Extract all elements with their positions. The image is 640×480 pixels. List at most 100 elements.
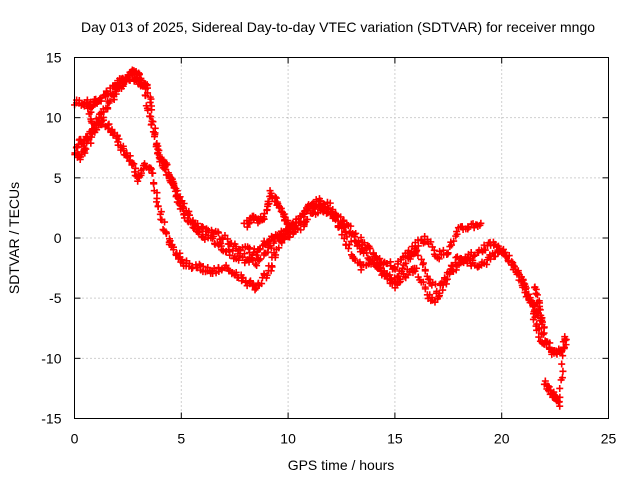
- data-point: [352, 229, 360, 237]
- data-point: [191, 222, 199, 230]
- data-point: [522, 284, 530, 292]
- data-point: [263, 271, 271, 279]
- data-point: [559, 352, 567, 360]
- data-point: [252, 251, 260, 259]
- data-point: [344, 244, 352, 252]
- data-point: [199, 223, 207, 231]
- data-point: [267, 244, 275, 252]
- data-point: [258, 280, 266, 288]
- data-point: [275, 244, 283, 252]
- data-point: [390, 264, 398, 272]
- data-point: [477, 219, 485, 227]
- data-point: [132, 164, 140, 172]
- data-point: [125, 75, 133, 83]
- data-point: [481, 246, 489, 254]
- data-point: [167, 174, 175, 182]
- data-point: [81, 144, 89, 152]
- data-point: [84, 104, 92, 112]
- data-point: [99, 116, 107, 124]
- data-point: [555, 398, 563, 406]
- data-point: [144, 89, 152, 97]
- data-point: [166, 237, 174, 245]
- data-point: [249, 256, 257, 264]
- data-point: [396, 277, 404, 285]
- data-point: [402, 259, 410, 267]
- data-point: [232, 243, 240, 251]
- data-point: [154, 142, 162, 150]
- points-layer: [71, 66, 570, 410]
- data-point: [221, 231, 229, 239]
- data-point: [150, 180, 158, 188]
- data-point: [186, 260, 194, 268]
- data-point: [449, 263, 457, 271]
- data-point: [272, 251, 280, 259]
- x-tick-label: 20: [494, 431, 510, 447]
- data-point: [317, 205, 325, 213]
- series-short-segments: [82, 99, 570, 410]
- data-point: [515, 271, 523, 279]
- data-point: [495, 244, 503, 252]
- data-point: [369, 249, 377, 257]
- data-point: [253, 262, 261, 270]
- data-point: [301, 210, 309, 218]
- data-point: [533, 291, 541, 299]
- data-point: [435, 255, 443, 263]
- data-point: [235, 256, 243, 264]
- data-point: [352, 238, 360, 246]
- data-point: [413, 264, 421, 272]
- y-tick-label: -15: [41, 411, 61, 427]
- data-point: [90, 120, 98, 128]
- x-tick-label: 0: [71, 431, 79, 447]
- y-ticks: 15 10 5 0 -5 -10 -15: [41, 50, 609, 427]
- data-point: [542, 339, 550, 347]
- data-point: [273, 198, 281, 206]
- data-point: [414, 242, 422, 250]
- data-point: [464, 254, 472, 262]
- data-point: [286, 233, 294, 241]
- data-point: [268, 262, 276, 270]
- data-point: [442, 276, 450, 284]
- data-point: [315, 198, 323, 206]
- data-point: [376, 255, 384, 263]
- x-axis-label: GPS time / hours: [288, 457, 395, 473]
- data-point: [559, 367, 567, 375]
- data-point: [467, 249, 475, 257]
- data-point: [326, 199, 334, 207]
- data-point: [345, 241, 353, 249]
- data-point: [419, 259, 427, 267]
- data-point: [558, 360, 566, 368]
- data-point: [283, 227, 291, 235]
- data-point: [556, 393, 564, 401]
- data-point: [531, 313, 539, 321]
- series-lower-track: [71, 114, 566, 358]
- data-point: [201, 235, 209, 243]
- data-point: [154, 202, 162, 210]
- data-point: [260, 213, 268, 221]
- data-point: [535, 333, 543, 341]
- data-point: [173, 187, 181, 195]
- data-point: [255, 246, 263, 254]
- data-point: [347, 222, 355, 230]
- y-tick-label: 10: [46, 110, 62, 126]
- data-point: [266, 187, 274, 195]
- data-point: [161, 218, 169, 226]
- data-point: [447, 241, 455, 249]
- data-point: [177, 198, 185, 206]
- data-point: [82, 145, 90, 153]
- data-point: [119, 145, 127, 153]
- data-point: [278, 239, 286, 247]
- data-point: [505, 257, 513, 265]
- data-point: [129, 160, 137, 168]
- data-point: [209, 234, 217, 242]
- data-point: [104, 104, 112, 112]
- data-point: [383, 275, 391, 283]
- data-point: [445, 268, 453, 276]
- data-point: [447, 261, 455, 269]
- data-point: [562, 336, 570, 344]
- x-tick-label: 15: [387, 431, 403, 447]
- data-point: [87, 108, 95, 116]
- data-point: [98, 121, 106, 129]
- data-point: [272, 194, 280, 202]
- data-point: [332, 216, 340, 224]
- data-point: [503, 252, 511, 260]
